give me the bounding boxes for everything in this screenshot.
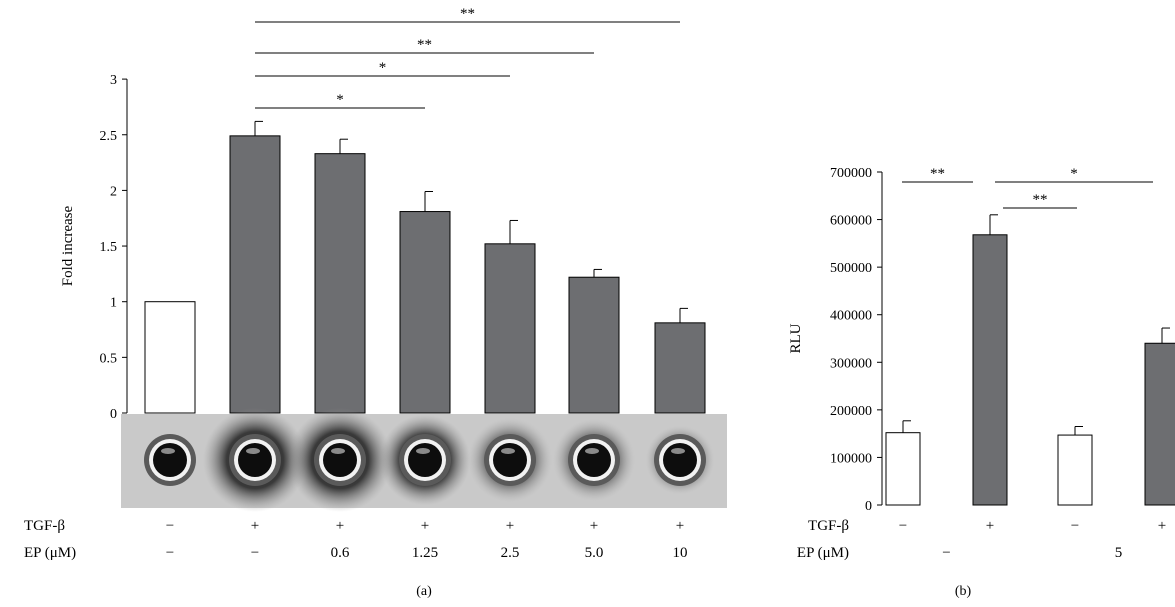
bar xyxy=(399,211,451,414)
panel-b-label: (b) xyxy=(955,584,972,599)
bar xyxy=(1057,434,1093,506)
y-tick-label: 2 xyxy=(110,184,117,199)
tgf-cell: − xyxy=(899,518,907,534)
ep-cell: − xyxy=(166,545,174,561)
y-tick-label: 0 xyxy=(110,407,117,422)
well-hole xyxy=(663,443,697,477)
ep-cell: 5 xyxy=(1115,545,1123,561)
well-reflection xyxy=(501,448,515,454)
well-reflection xyxy=(416,448,430,454)
significance-marker: ** xyxy=(1033,192,1048,208)
ep-cell: 5.0 xyxy=(585,545,604,561)
y-tick-label: 700000 xyxy=(830,166,872,181)
bar xyxy=(229,135,281,414)
significance-marker: * xyxy=(336,92,344,108)
well-reflection xyxy=(671,448,685,454)
bar xyxy=(568,276,620,414)
y-tick-label: 3 xyxy=(110,73,117,88)
panel-a-image-strip xyxy=(121,408,727,512)
ep-cell: 10 xyxy=(673,545,688,561)
well-reflection xyxy=(331,448,345,454)
significance-marker: ** xyxy=(460,6,475,22)
y-tick-label: 0.5 xyxy=(100,351,118,366)
y-tick-label: 0 xyxy=(865,499,872,514)
panel-a-condition-rows: TGF-β EP (μM) − + + + + + + − − 0.6 1.25 2.5 5.0 10 xyxy=(24,518,688,561)
y-tick-label: 100000 xyxy=(830,451,872,466)
bar xyxy=(314,153,366,414)
tgf-cell: + xyxy=(590,518,598,534)
well-hole xyxy=(238,443,272,477)
y-tick-label: 2.5 xyxy=(100,129,118,144)
y-axis-label: RLU xyxy=(788,323,804,353)
y-tick-label: 300000 xyxy=(830,356,872,371)
well-hole xyxy=(323,443,357,477)
bar xyxy=(654,322,706,414)
bar xyxy=(484,243,536,414)
tgf-cell: − xyxy=(166,518,174,534)
ep-cell: 1.25 xyxy=(412,545,438,561)
panel-b-condition-rows: TGF-β EP (μM) − + − + − 5 xyxy=(797,518,1166,561)
tgf-cell: + xyxy=(251,518,259,534)
panel-a-label: (a) xyxy=(416,584,432,599)
y-tick-label: 500000 xyxy=(830,261,872,276)
ep-cell: − xyxy=(251,545,259,561)
ep-cell: 0.6 xyxy=(331,545,350,561)
panel-a-y-axis: 0 0.5 1 1.5 2 2.5 3 Fold increase xyxy=(60,73,128,422)
y-tick-label: 200000 xyxy=(830,404,872,419)
tgf-cell: − xyxy=(1071,518,1079,534)
y-axis-label: Fold increase xyxy=(60,206,76,287)
bar xyxy=(972,234,1008,506)
well-reflection xyxy=(161,448,175,454)
y-tick-label: 600000 xyxy=(830,214,872,229)
panel-b-significance: ** *** xyxy=(902,166,1153,209)
panel-b-y-axis: 0 100000 200000 300000 400000 500000 600000 700… xyxy=(788,166,883,514)
y-tick-label: 400000 xyxy=(830,309,872,324)
bar xyxy=(144,301,196,414)
bar xyxy=(885,432,921,506)
y-tick-label: 1.5 xyxy=(100,240,118,255)
panel-a-bars xyxy=(144,120,706,414)
well-hole xyxy=(493,443,527,477)
well-hole xyxy=(153,443,187,477)
panel-a-significance: ****** xyxy=(255,6,680,109)
row-label-tgf: TGF-β xyxy=(24,518,65,534)
tgf-cell: + xyxy=(1158,518,1166,534)
panel-b-bars xyxy=(885,214,1175,506)
row-label-ep: EP (μM) xyxy=(797,545,849,561)
tgf-cell: + xyxy=(421,518,429,534)
ep-cell: − xyxy=(942,545,950,561)
well-hole xyxy=(408,443,442,477)
significance-marker: ** xyxy=(417,37,432,53)
row-label-tgf: TGF-β xyxy=(808,518,849,534)
significance-marker: ** xyxy=(930,166,945,182)
well-reflection xyxy=(585,448,599,454)
panel-b: ** *** 0100000200000300000400000500000600… xyxy=(788,166,1175,599)
bar xyxy=(1144,342,1175,506)
well-reflection xyxy=(246,448,260,454)
tgf-cell: + xyxy=(676,518,684,534)
ep-cell: 2.5 xyxy=(501,545,520,561)
tgf-cell: + xyxy=(336,518,344,534)
tgf-cell: + xyxy=(986,518,994,534)
y-tick-label: 1 xyxy=(110,296,117,311)
tgf-cell: + xyxy=(506,518,514,534)
row-label-ep: EP (μM) xyxy=(24,545,76,561)
well-hole xyxy=(577,443,611,477)
significance-marker: * xyxy=(1070,166,1078,182)
significance-marker: * xyxy=(379,60,387,76)
